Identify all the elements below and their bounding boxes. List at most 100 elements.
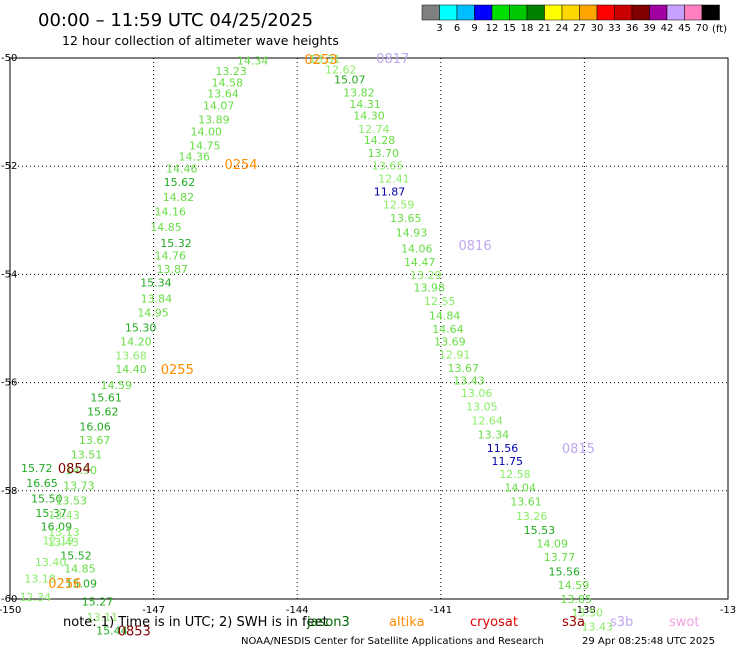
wave-height-value: 12.64 (471, 414, 503, 427)
wave-height-value: 11.75 (492, 455, 524, 468)
colorbar-swatch (649, 4, 668, 21)
wave-height-value: 12.91 (439, 348, 471, 361)
wave-height-value: 13.43 (48, 509, 80, 522)
wave-height-labels: 14.34 13.31 13.23 12.62 14.58 15.07 13.64 13.82… (20, 53, 613, 637)
wave-height-value: 15.44 (96, 624, 128, 637)
wave-height-value: 13.50 (571, 607, 603, 620)
colorbar-label: 70 (696, 23, 709, 34)
wave-height-value: 13.11 (87, 611, 119, 624)
wave-height-value: 14.64 (432, 323, 464, 336)
legend-s3a: s3a (562, 615, 585, 630)
wave-height-value: 14.46 (166, 162, 198, 175)
footer-timestamp: 29 Apr 08:25:48 UTC 2025 (582, 636, 715, 647)
wave-height-value: 13.68 (115, 350, 147, 363)
wave-height-value: 13.67 (448, 362, 480, 375)
colorbar-swatch (421, 4, 440, 21)
wave-height-value: 15.30 (125, 321, 157, 334)
wave-height-value: 13.98 (414, 281, 446, 294)
colorbar-label: 21 (538, 23, 551, 34)
pass-time-label: 0254 (224, 158, 257, 173)
wave-height-value: 13.82 (343, 87, 375, 100)
y-tick-labels: -50 -52 -54 -56 -58 -60 (1, 53, 17, 605)
colorbar-swatch (631, 4, 650, 21)
colorbar-label: 9 (471, 23, 477, 34)
wave-height-value: 14.95 (137, 306, 169, 319)
pass-time-label: 0815 (562, 442, 595, 457)
colorbar-label: 24 (556, 23, 569, 34)
x-tick-label: -141 (429, 605, 452, 616)
colorbar-swatch (491, 4, 510, 21)
wave-height-value: 14.85 (150, 221, 182, 234)
wave-height-value: 13.31 (309, 53, 341, 66)
wave-height-value: 15.34 (140, 277, 172, 290)
wave-height-value: 14.20 (120, 335, 151, 348)
wave-height-value: 14.28 (364, 134, 396, 147)
wave-height-value: 15.62 (164, 176, 196, 189)
y-tick-label: -56 (1, 378, 17, 389)
y-tick-label: -50 (1, 53, 17, 64)
wave-height-value: 14.59 (558, 579, 590, 592)
colorbar-label: 30 (591, 23, 604, 34)
colorbar-swatch (509, 4, 528, 21)
wave-height-value: 14.30 (353, 109, 385, 122)
wave-height-value: 13.69 (434, 335, 466, 348)
legend-jason3: jason3 (306, 615, 350, 630)
wave-height-value: 13.18 (24, 572, 56, 585)
pass-time-label: 0256 (48, 577, 81, 592)
wave-height-value: 12.41 (378, 173, 410, 186)
wave-height-value: 12.58 (499, 468, 531, 481)
colorbar-label: 36 (626, 23, 639, 34)
legend-cryosat: cryosat (470, 615, 518, 630)
wave-height-value: 13.23 (215, 65, 247, 78)
y-tick-label: -60 (1, 594, 17, 605)
x-tick-label: -144 (286, 605, 309, 616)
wave-height-value: 13.43 (453, 374, 485, 387)
wave-height-value: 13.43 (47, 536, 79, 549)
wave-height-value: 11.56 (487, 442, 519, 455)
pass-time-label: 0816 (459, 239, 492, 254)
wave-height-value: 15.53 (524, 524, 556, 537)
wave-height-value: 12.62 (325, 63, 357, 76)
wave-height-value: 13.06 (461, 387, 493, 400)
wave-height-value: 14.84 (429, 310, 461, 323)
wave-height-value: 13.51 (71, 449, 103, 462)
wave-height-value: 13.67 (79, 434, 111, 447)
wave-height-value: 13.70 (368, 147, 400, 160)
y-tick-label: -54 (1, 269, 17, 280)
colorbar-label: 18 (521, 23, 534, 34)
colorbar-swatch (701, 4, 720, 21)
pass-time-label: 0255 (161, 363, 194, 378)
colorbar-swatch (526, 4, 545, 21)
wave-height-value: 14.36 (178, 150, 210, 163)
legend-s3b: s3b (610, 615, 633, 630)
colorbar-unit: (ft) (712, 24, 727, 35)
wave-height-value: 14.09 (537, 537, 569, 550)
pass-time-labels: 0253 0817 0254 0816 0255 0815 0854 0256 0853 (48, 52, 595, 639)
wave-height-value: 13.85 (560, 593, 592, 606)
colorbar-label: 12 (486, 23, 499, 34)
wave-height-value: 13.61 (510, 496, 542, 509)
wave-height-value: 11.87 (374, 186, 406, 199)
footer-credit: NOAA/NESDIS Center for Satellite Applica… (241, 636, 544, 647)
chart-title: 00:00 – 11:59 UTC 04/25/2025 (38, 10, 313, 31)
x-tick-label: -150 (0, 605, 21, 616)
wave-height-value: 15.56 (549, 565, 581, 578)
pass-time-label: 0817 (376, 52, 409, 67)
wave-height-value: 13.87 (156, 263, 188, 276)
legend-swot: swot (669, 615, 699, 630)
wave-height-value: 14.90 (66, 464, 98, 477)
wave-height-value: 14.75 (189, 140, 221, 153)
wave-height-value: 14.06 (401, 242, 433, 255)
wave-height-value: 14.40 (115, 363, 147, 376)
wave-height-value: 15.07 (334, 74, 366, 87)
wave-height-value: 12.34 (20, 591, 52, 604)
wave-height-value: 15.62 (87, 405, 119, 418)
wave-height-value: 14.00 (190, 126, 222, 139)
wave-height-value: 13.89 (198, 114, 230, 127)
color-bar: 3 6 9 12 15 18 21 24 27 30 33 36 39 42 45 70 (421, 4, 720, 34)
wave-height-value: 12.55 (424, 295, 456, 308)
wave-height-value: 14.47 (404, 256, 436, 269)
wave-height-value: 13.05 (466, 400, 498, 413)
colorbar-label: 45 (678, 23, 691, 34)
